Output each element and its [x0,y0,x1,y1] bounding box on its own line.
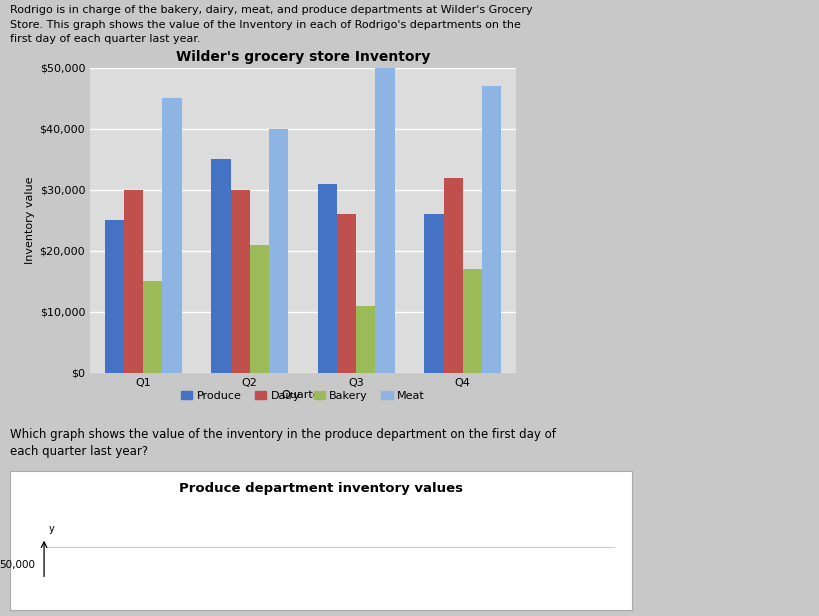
Bar [337,214,356,373]
Bar [162,98,182,373]
Text: Produce department inventory values: Produce department inventory values [179,482,463,495]
X-axis label: Quarter: Quarter [282,391,324,400]
Text: y: y [48,524,54,533]
Bar [482,86,501,373]
Text: 50,000: 50,000 [0,561,34,570]
Bar [356,306,375,373]
Bar [375,68,395,373]
Text: Store. This graph shows the value of the Inventory in each of Rodrigo's departme: Store. This graph shows the value of the… [10,20,521,30]
Bar [250,245,269,373]
Bar [231,190,250,373]
Text: each quarter last year?: each quarter last year? [10,445,148,458]
Bar [269,129,288,373]
Bar [211,159,231,373]
Bar [124,190,143,373]
Legend: Produce, Dairy, Bakery, Meat: Produce, Dairy, Bakery, Meat [177,386,429,405]
Bar [105,221,124,373]
Text: Which graph shows the value of the inventory in the produce department on the fi: Which graph shows the value of the inven… [10,428,556,441]
Bar [463,269,482,373]
Title: Wilder's grocery store Inventory: Wilder's grocery store Inventory [176,50,430,64]
Bar [444,177,463,373]
Text: first day of each quarter last year.: first day of each quarter last year. [10,34,201,44]
Bar [318,184,337,373]
Y-axis label: Inventory value: Inventory value [25,176,35,264]
Bar [424,214,444,373]
Bar [143,281,162,373]
Text: Rodrigo is in charge of the bakery, dairy, meat, and produce departments at Wild: Rodrigo is in charge of the bakery, dair… [10,5,532,15]
